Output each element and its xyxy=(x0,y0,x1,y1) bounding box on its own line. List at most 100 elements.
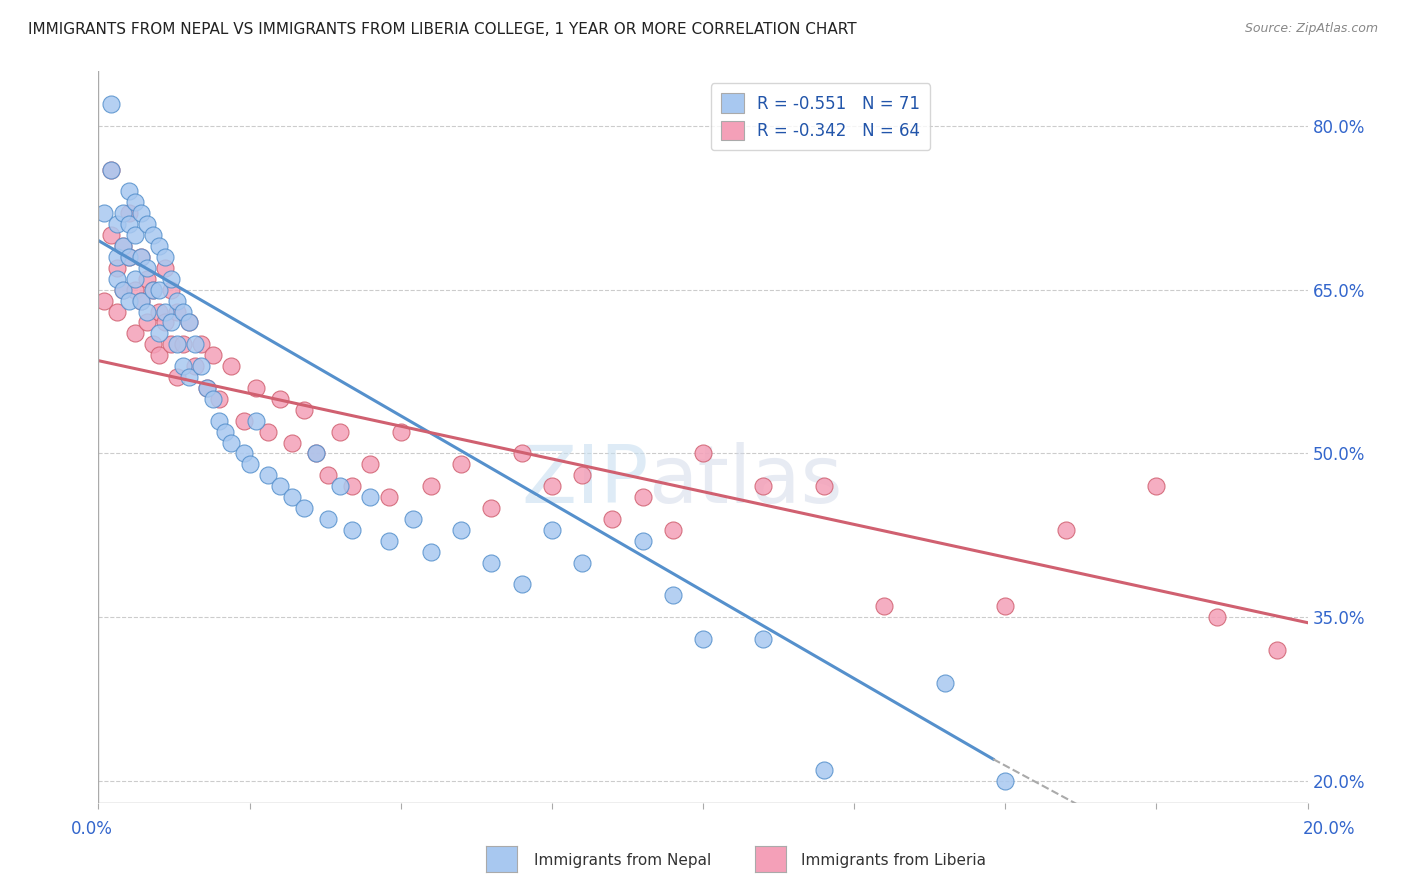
Point xyxy=(105,260,128,275)
Point xyxy=(135,304,157,318)
Point xyxy=(481,556,503,570)
Point xyxy=(93,206,115,220)
Point xyxy=(111,239,134,253)
Point xyxy=(184,359,207,373)
Point xyxy=(124,272,146,286)
Point xyxy=(129,293,152,308)
Point xyxy=(377,533,399,548)
Point xyxy=(166,293,188,308)
Point xyxy=(256,425,278,439)
Point xyxy=(305,446,328,460)
Point xyxy=(752,632,775,646)
Point xyxy=(100,228,122,243)
Point xyxy=(100,162,122,177)
Point xyxy=(994,774,1017,789)
Point xyxy=(160,337,183,351)
Point xyxy=(1206,610,1229,624)
Point xyxy=(510,446,533,460)
Point xyxy=(195,381,218,395)
Point xyxy=(184,337,207,351)
Point xyxy=(692,632,714,646)
Text: IMMIGRANTS FROM NEPAL VS IMMIGRANTS FROM LIBERIA COLLEGE, 1 YEAR OR MORE CORRELA: IMMIGRANTS FROM NEPAL VS IMMIGRANTS FROM… xyxy=(28,22,856,37)
Point xyxy=(148,283,170,297)
Text: 0.0%: 0.0% xyxy=(70,820,112,838)
Point xyxy=(1054,523,1077,537)
Point xyxy=(232,414,254,428)
Point xyxy=(208,392,231,406)
Point xyxy=(1144,479,1167,493)
Point xyxy=(142,283,165,297)
Point xyxy=(190,337,212,351)
Point xyxy=(571,468,593,483)
Point xyxy=(269,479,291,493)
Point xyxy=(111,239,134,253)
Point xyxy=(214,425,236,439)
Point xyxy=(752,479,775,493)
Point xyxy=(124,283,146,297)
Point xyxy=(994,599,1017,614)
Text: Immigrants from Nepal: Immigrants from Nepal xyxy=(534,854,711,868)
Point xyxy=(105,217,128,231)
Point xyxy=(202,348,225,362)
Point xyxy=(420,545,443,559)
Point xyxy=(661,523,683,537)
Point xyxy=(316,512,339,526)
Point xyxy=(153,250,176,264)
Point xyxy=(292,402,315,417)
Point xyxy=(142,228,165,243)
Point xyxy=(631,490,654,504)
Point xyxy=(118,185,141,199)
Point xyxy=(166,370,188,384)
Point xyxy=(160,272,183,286)
Point xyxy=(450,523,472,537)
Point xyxy=(135,315,157,329)
Point xyxy=(111,283,134,297)
Text: 20.0%: 20.0% xyxy=(1302,820,1355,838)
Text: ZIP: ZIP xyxy=(522,442,648,520)
Point xyxy=(481,501,503,516)
Point xyxy=(100,97,122,112)
Point xyxy=(160,283,183,297)
Point xyxy=(292,501,315,516)
Point xyxy=(148,239,170,253)
Point xyxy=(105,272,128,286)
Point xyxy=(269,392,291,406)
Point xyxy=(118,250,141,264)
Point xyxy=(129,250,152,264)
Point xyxy=(329,479,352,493)
Point xyxy=(195,381,218,395)
Point xyxy=(239,458,262,472)
Point xyxy=(450,458,472,472)
Point xyxy=(166,337,188,351)
Point xyxy=(1267,643,1289,657)
Point xyxy=(153,304,176,318)
Point xyxy=(179,315,201,329)
Point xyxy=(389,425,412,439)
Point xyxy=(692,446,714,460)
Point xyxy=(153,260,176,275)
Text: Source: ZipAtlas.com: Source: ZipAtlas.com xyxy=(1244,22,1378,36)
Point xyxy=(179,315,201,329)
Point xyxy=(129,250,152,264)
Point xyxy=(360,458,382,472)
Point xyxy=(873,599,896,614)
Point xyxy=(124,195,146,210)
Point xyxy=(153,315,176,329)
Point xyxy=(510,577,533,591)
Point xyxy=(281,490,304,504)
Point xyxy=(256,468,278,483)
Point xyxy=(329,425,352,439)
Point xyxy=(118,293,141,308)
Point xyxy=(135,272,157,286)
Point xyxy=(245,381,267,395)
Point xyxy=(142,337,165,351)
Point xyxy=(118,250,141,264)
Text: atlas: atlas xyxy=(648,442,844,520)
Point xyxy=(281,435,304,450)
Point xyxy=(100,162,122,177)
Point xyxy=(118,217,141,231)
Point xyxy=(540,523,562,537)
Point xyxy=(208,414,231,428)
Legend: R = -0.551   N = 71, R = -0.342   N = 64: R = -0.551 N = 71, R = -0.342 N = 64 xyxy=(711,83,931,150)
Point xyxy=(166,304,188,318)
